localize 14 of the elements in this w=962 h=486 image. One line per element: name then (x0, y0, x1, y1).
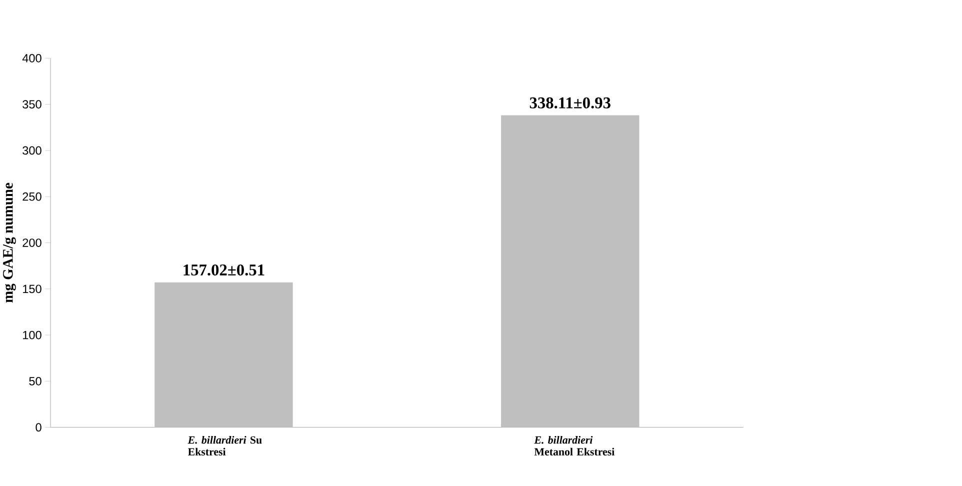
x-tick-label: E. billardieri Metanol Ekstresi (534, 436, 614, 456)
y-axis-title: mg GAE/g numune (3, 183, 16, 303)
y-tick-label: 50 (29, 377, 42, 386)
y-tick-label: 0 (36, 423, 42, 432)
y-tick-label: 250 (22, 192, 42, 202)
data-label: 338.11±0.93 (530, 98, 610, 109)
category-label: E. billardieri Su Ekstresi (188, 436, 262, 456)
y-tick-label: 200 (22, 238, 42, 248)
y-tick-label: 100 (23, 331, 42, 340)
data-label: 157.02±0.51 (184, 264, 264, 276)
y-tick-label: 150 (23, 284, 42, 294)
y-tick-label: 300 (22, 146, 42, 155)
y-tick-label: 400 (22, 54, 42, 63)
y-tick-label: 350 (22, 100, 42, 109)
